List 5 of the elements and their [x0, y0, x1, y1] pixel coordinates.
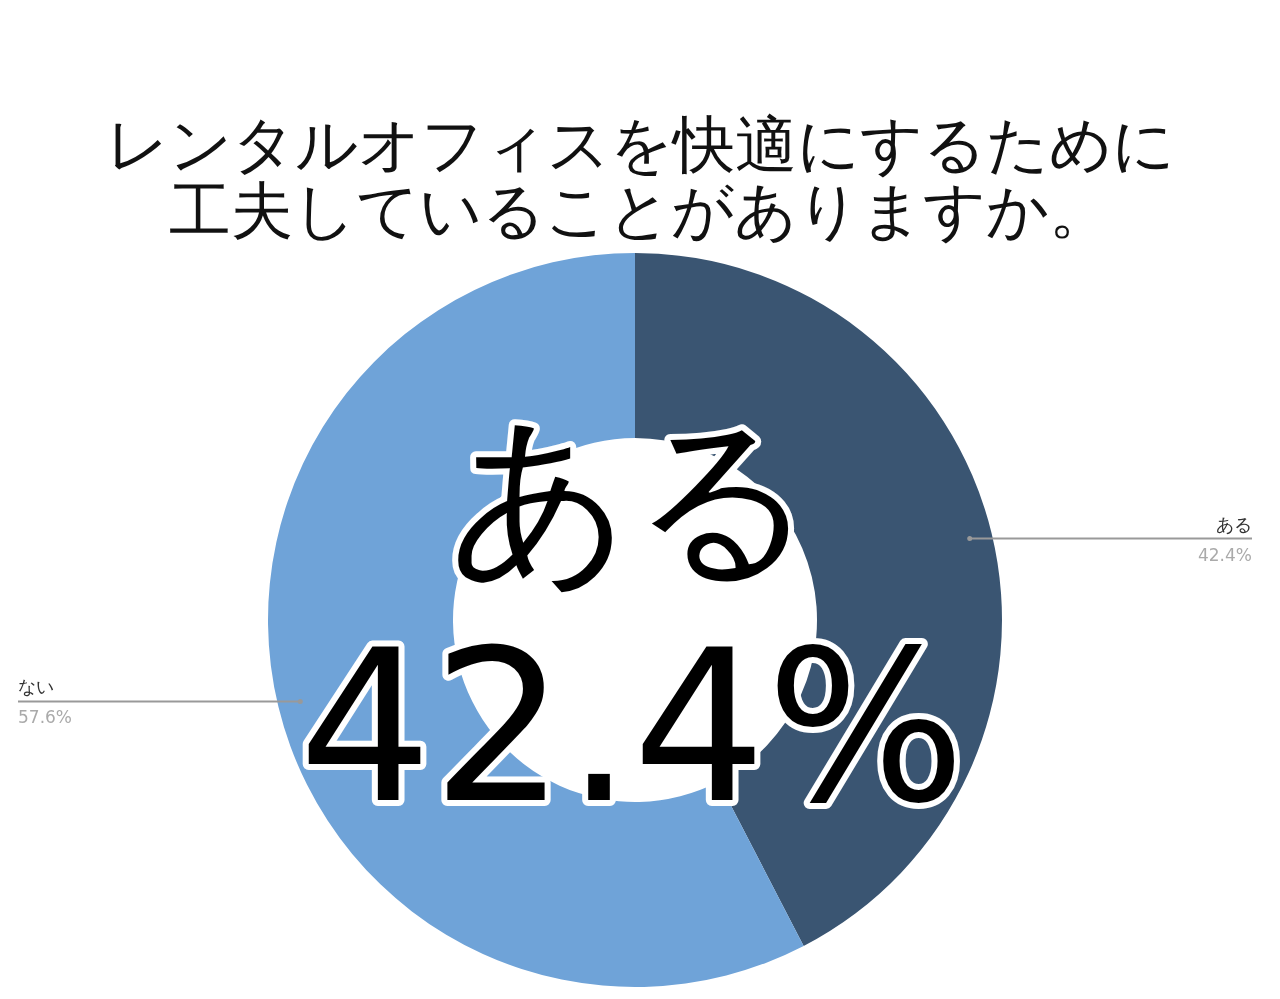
slice-label: ない	[18, 676, 54, 698]
chart-title: レンタルオフィスを快適にするために工夫していることがありますか。	[104, 108, 1176, 247]
data-label: 57.6%	[18, 707, 73, 728]
slice-label: ある	[1216, 513, 1252, 535]
data-label: 42.4%	[1197, 544, 1252, 565]
